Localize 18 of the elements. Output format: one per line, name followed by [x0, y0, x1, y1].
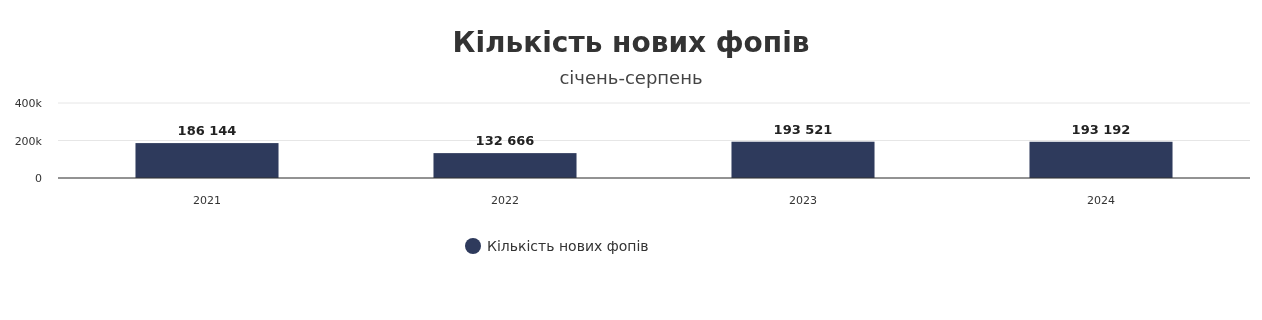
- data-label: 193 192: [1071, 121, 1131, 137]
- data-label: 186 144: [177, 123, 237, 139]
- y-tick-label: 0: [35, 172, 42, 185]
- data-label: 193 521: [773, 121, 833, 137]
- y-tick-label: 400k: [14, 97, 43, 110]
- x-tick-label: 2023: [789, 194, 817, 207]
- data-label: 132 666: [475, 133, 535, 149]
- bar: [731, 141, 875, 178]
- legend-label: Кількість нових фопів: [487, 238, 649, 254]
- bar: [135, 143, 279, 178]
- bar: [433, 153, 577, 178]
- chart-subtitle: січень-серпень: [559, 67, 703, 88]
- chart-title: Кількість нових фопів: [452, 26, 810, 59]
- y-tick-label: 200k: [14, 134, 43, 148]
- x-tick-label: 2021: [193, 194, 221, 207]
- bar: [1029, 141, 1173, 178]
- x-tick-label: 2022: [491, 194, 519, 207]
- x-tick-label: 2024: [1087, 194, 1115, 207]
